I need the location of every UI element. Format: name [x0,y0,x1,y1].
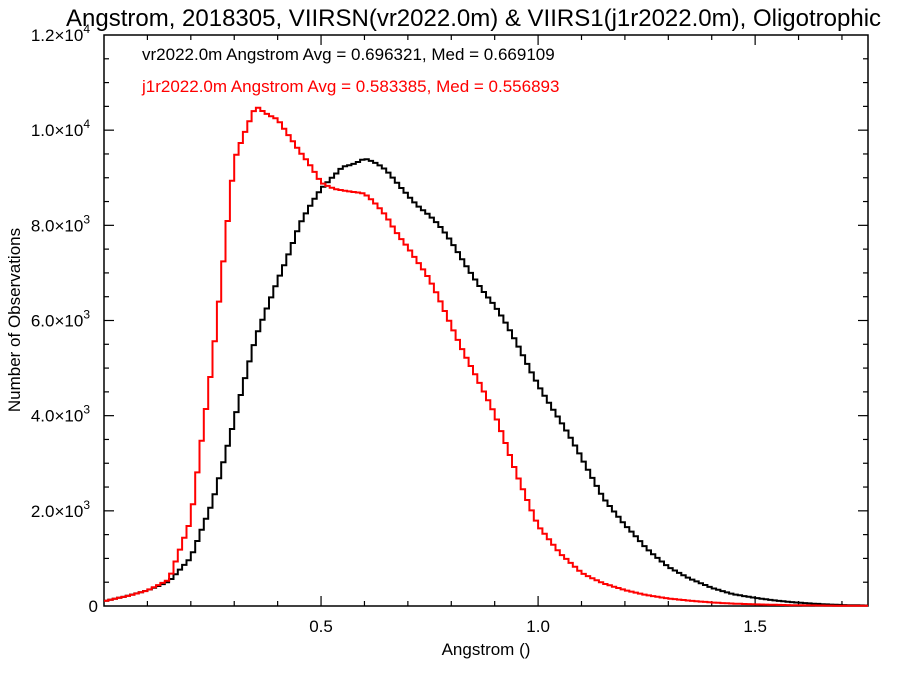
series-line-1 [104,106,868,607]
y-tick-label: 0 [89,597,98,616]
axis-ticks: 0.5 1.0 1.5 0 2.0×103 4.0×103 6.0×103 8.0×103 1.… [31,22,868,636]
x-tick-label: 0.5 [309,617,333,636]
y-tick-label: 2.0×103 [31,498,90,521]
x-tick-label: 1.0 [526,617,550,636]
plot-series [104,106,868,607]
y-tick-label: 6.0×103 [31,308,90,331]
x-axis-label: Angstrom () [442,640,531,659]
x-tick-label: 1.5 [743,617,767,636]
annotation-j1r2022: j1r2022.0m Angstrom Avg = 0.583385, Med … [141,77,559,96]
y-axis-label: Number of Observations [5,228,24,412]
plot-frame [103,34,869,607]
series-line-0 [104,158,868,607]
y-tick-label: 1.2×104 [31,22,90,45]
annotation-vr2022: vr2022.0m Angstrom Avg = 0.696321, Med =… [142,45,555,64]
y-tick-label: 1.0×104 [31,117,90,140]
y-tick-label: 4.0×103 [31,403,90,426]
y-tick-label: 8.0×103 [31,212,90,235]
chart-title: Angstrom, 2018305, VIIRSN(vr2022.0m) & V… [66,5,881,32]
